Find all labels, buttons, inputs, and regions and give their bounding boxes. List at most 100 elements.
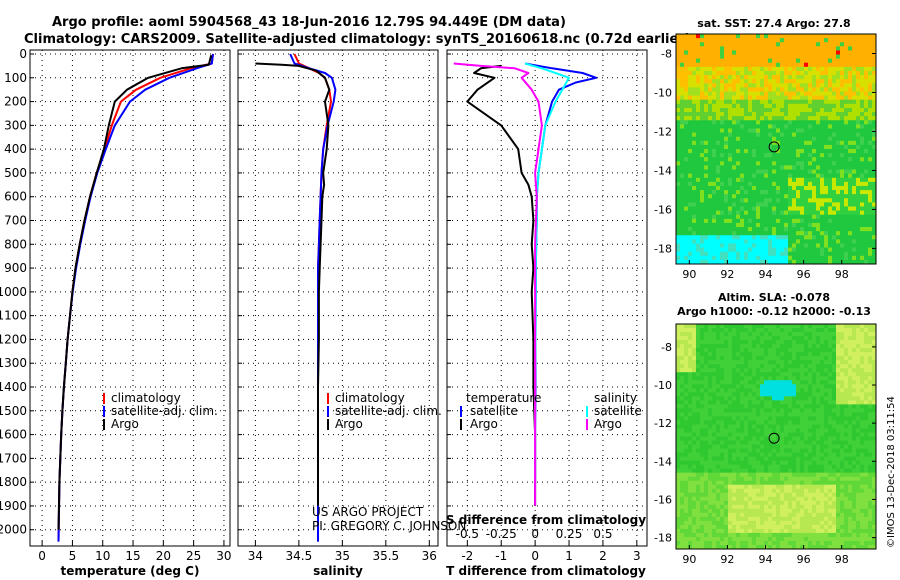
depth-tick-label: 1900 bbox=[0, 499, 27, 513]
sst-map-cell bbox=[760, 116, 765, 121]
sst-map-cell bbox=[780, 70, 785, 76]
diff-panel bbox=[446, 49, 648, 547]
sla-map-cell bbox=[840, 460, 845, 466]
sla-map-cell bbox=[728, 452, 733, 457]
sst-map-cell bbox=[700, 247, 705, 253]
sst-map-cell bbox=[772, 124, 777, 129]
sla-map-cell bbox=[704, 368, 709, 373]
sst-map-cell bbox=[840, 165, 845, 170]
sla-map-cell bbox=[784, 412, 789, 417]
sst-map-cell bbox=[728, 103, 733, 109]
sst-map-cell bbox=[760, 198, 765, 203]
sst-map-cell bbox=[776, 218, 781, 224]
sla-map-cell bbox=[760, 336, 765, 341]
sst-map-cell bbox=[804, 50, 809, 55]
sst-map-cell bbox=[740, 231, 745, 236]
sst-map-cell bbox=[736, 190, 741, 195]
sla-map-cell bbox=[860, 364, 865, 369]
sst-map-cell bbox=[720, 87, 725, 92]
sst-map-cell bbox=[684, 210, 689, 216]
sla-map-cell bbox=[808, 336, 813, 341]
sst-map-cell bbox=[832, 251, 837, 257]
sla-map-cell bbox=[724, 476, 729, 482]
sst-map-cell bbox=[860, 91, 865, 97]
sla-map-cell bbox=[696, 392, 701, 397]
sla-map-cell bbox=[868, 428, 873, 433]
sla-map-cell bbox=[856, 360, 861, 365]
sla-map-cell bbox=[844, 472, 849, 478]
sst-map-cell bbox=[756, 165, 761, 170]
sla-map-cell bbox=[788, 416, 793, 421]
sla-map-cell bbox=[804, 440, 809, 445]
sst-map-cell bbox=[852, 87, 857, 92]
sst-map-cell bbox=[688, 62, 693, 68]
sla-map-cell bbox=[740, 420, 745, 425]
sst-map-cell bbox=[848, 231, 853, 236]
sst-map-cell bbox=[804, 107, 809, 113]
sla-map-cell bbox=[772, 400, 777, 405]
sst-map-cell bbox=[700, 132, 705, 138]
sla-map-cell bbox=[836, 324, 841, 329]
sst-map-cell bbox=[704, 169, 709, 175]
sla-map-cell bbox=[704, 352, 709, 357]
sst-map-cell bbox=[828, 181, 833, 187]
sst-map-cell bbox=[816, 50, 821, 55]
sla-map-cell bbox=[860, 372, 865, 377]
sla-map-cell bbox=[748, 476, 753, 482]
sst-map-cell bbox=[676, 120, 681, 125]
sla-map-cell bbox=[812, 404, 817, 409]
sla-map-cell bbox=[708, 372, 713, 377]
sla-map-cell bbox=[848, 468, 853, 474]
sst-map-cell bbox=[760, 83, 765, 88]
sla-map-cell bbox=[780, 444, 785, 449]
sla-map-cell bbox=[812, 424, 817, 429]
sst-map-cell bbox=[728, 128, 733, 133]
sla-map-cell bbox=[780, 380, 785, 385]
sst-map-cell bbox=[712, 185, 717, 191]
sst-map-cell bbox=[700, 251, 705, 257]
sst-map-cell bbox=[820, 235, 825, 240]
sst-map-cell bbox=[720, 91, 725, 97]
sla-map-cell bbox=[732, 416, 737, 421]
sst-map-cell bbox=[684, 58, 689, 64]
sst-map-cell bbox=[724, 161, 729, 166]
sla-map-cell bbox=[760, 364, 765, 369]
sla-map-cell bbox=[812, 472, 817, 478]
sla-map-cell bbox=[780, 364, 785, 369]
sla-map-cell bbox=[680, 436, 685, 441]
sla-map-cell bbox=[800, 364, 805, 369]
sst-map-cell bbox=[696, 259, 701, 265]
sst-map-cell bbox=[840, 227, 845, 232]
sst-map-cell bbox=[816, 251, 821, 257]
sla-map-cell bbox=[744, 372, 749, 377]
sst-map-cell bbox=[764, 198, 769, 203]
sst-map-cell bbox=[872, 62, 877, 68]
sla-map-cell bbox=[716, 352, 721, 357]
sla-map-cell bbox=[752, 344, 757, 349]
sla-map-cell bbox=[808, 376, 813, 381]
sst-map-cell bbox=[732, 161, 737, 166]
sst-map-cell bbox=[792, 95, 797, 101]
sst-map-cell bbox=[728, 66, 733, 72]
diff-xtick-label: 1 bbox=[565, 549, 573, 563]
sst-map-cell bbox=[732, 181, 737, 187]
sst-map-cell bbox=[832, 149, 837, 154]
sst-map-cell bbox=[676, 128, 681, 133]
sst-map-cell bbox=[744, 112, 749, 117]
sst-map-cell bbox=[692, 173, 697, 179]
sla-map-cell bbox=[792, 360, 797, 365]
sst-map-cell bbox=[804, 210, 809, 216]
sst-map-cell bbox=[792, 66, 797, 72]
sst-map-cell bbox=[860, 206, 865, 212]
sst-map-cell bbox=[708, 124, 713, 129]
sst-map-cell bbox=[816, 185, 821, 191]
sst-map-cell bbox=[704, 62, 709, 68]
sst-map-cell bbox=[748, 120, 753, 125]
sst-map-cell bbox=[764, 75, 769, 80]
sst-map-cell bbox=[756, 87, 761, 92]
sla-map-cell bbox=[696, 400, 701, 405]
sla-map-cell bbox=[712, 412, 717, 417]
sst-map-cell bbox=[852, 251, 857, 257]
sla-map-cell bbox=[788, 456, 793, 462]
sla-map-cell bbox=[676, 340, 681, 345]
